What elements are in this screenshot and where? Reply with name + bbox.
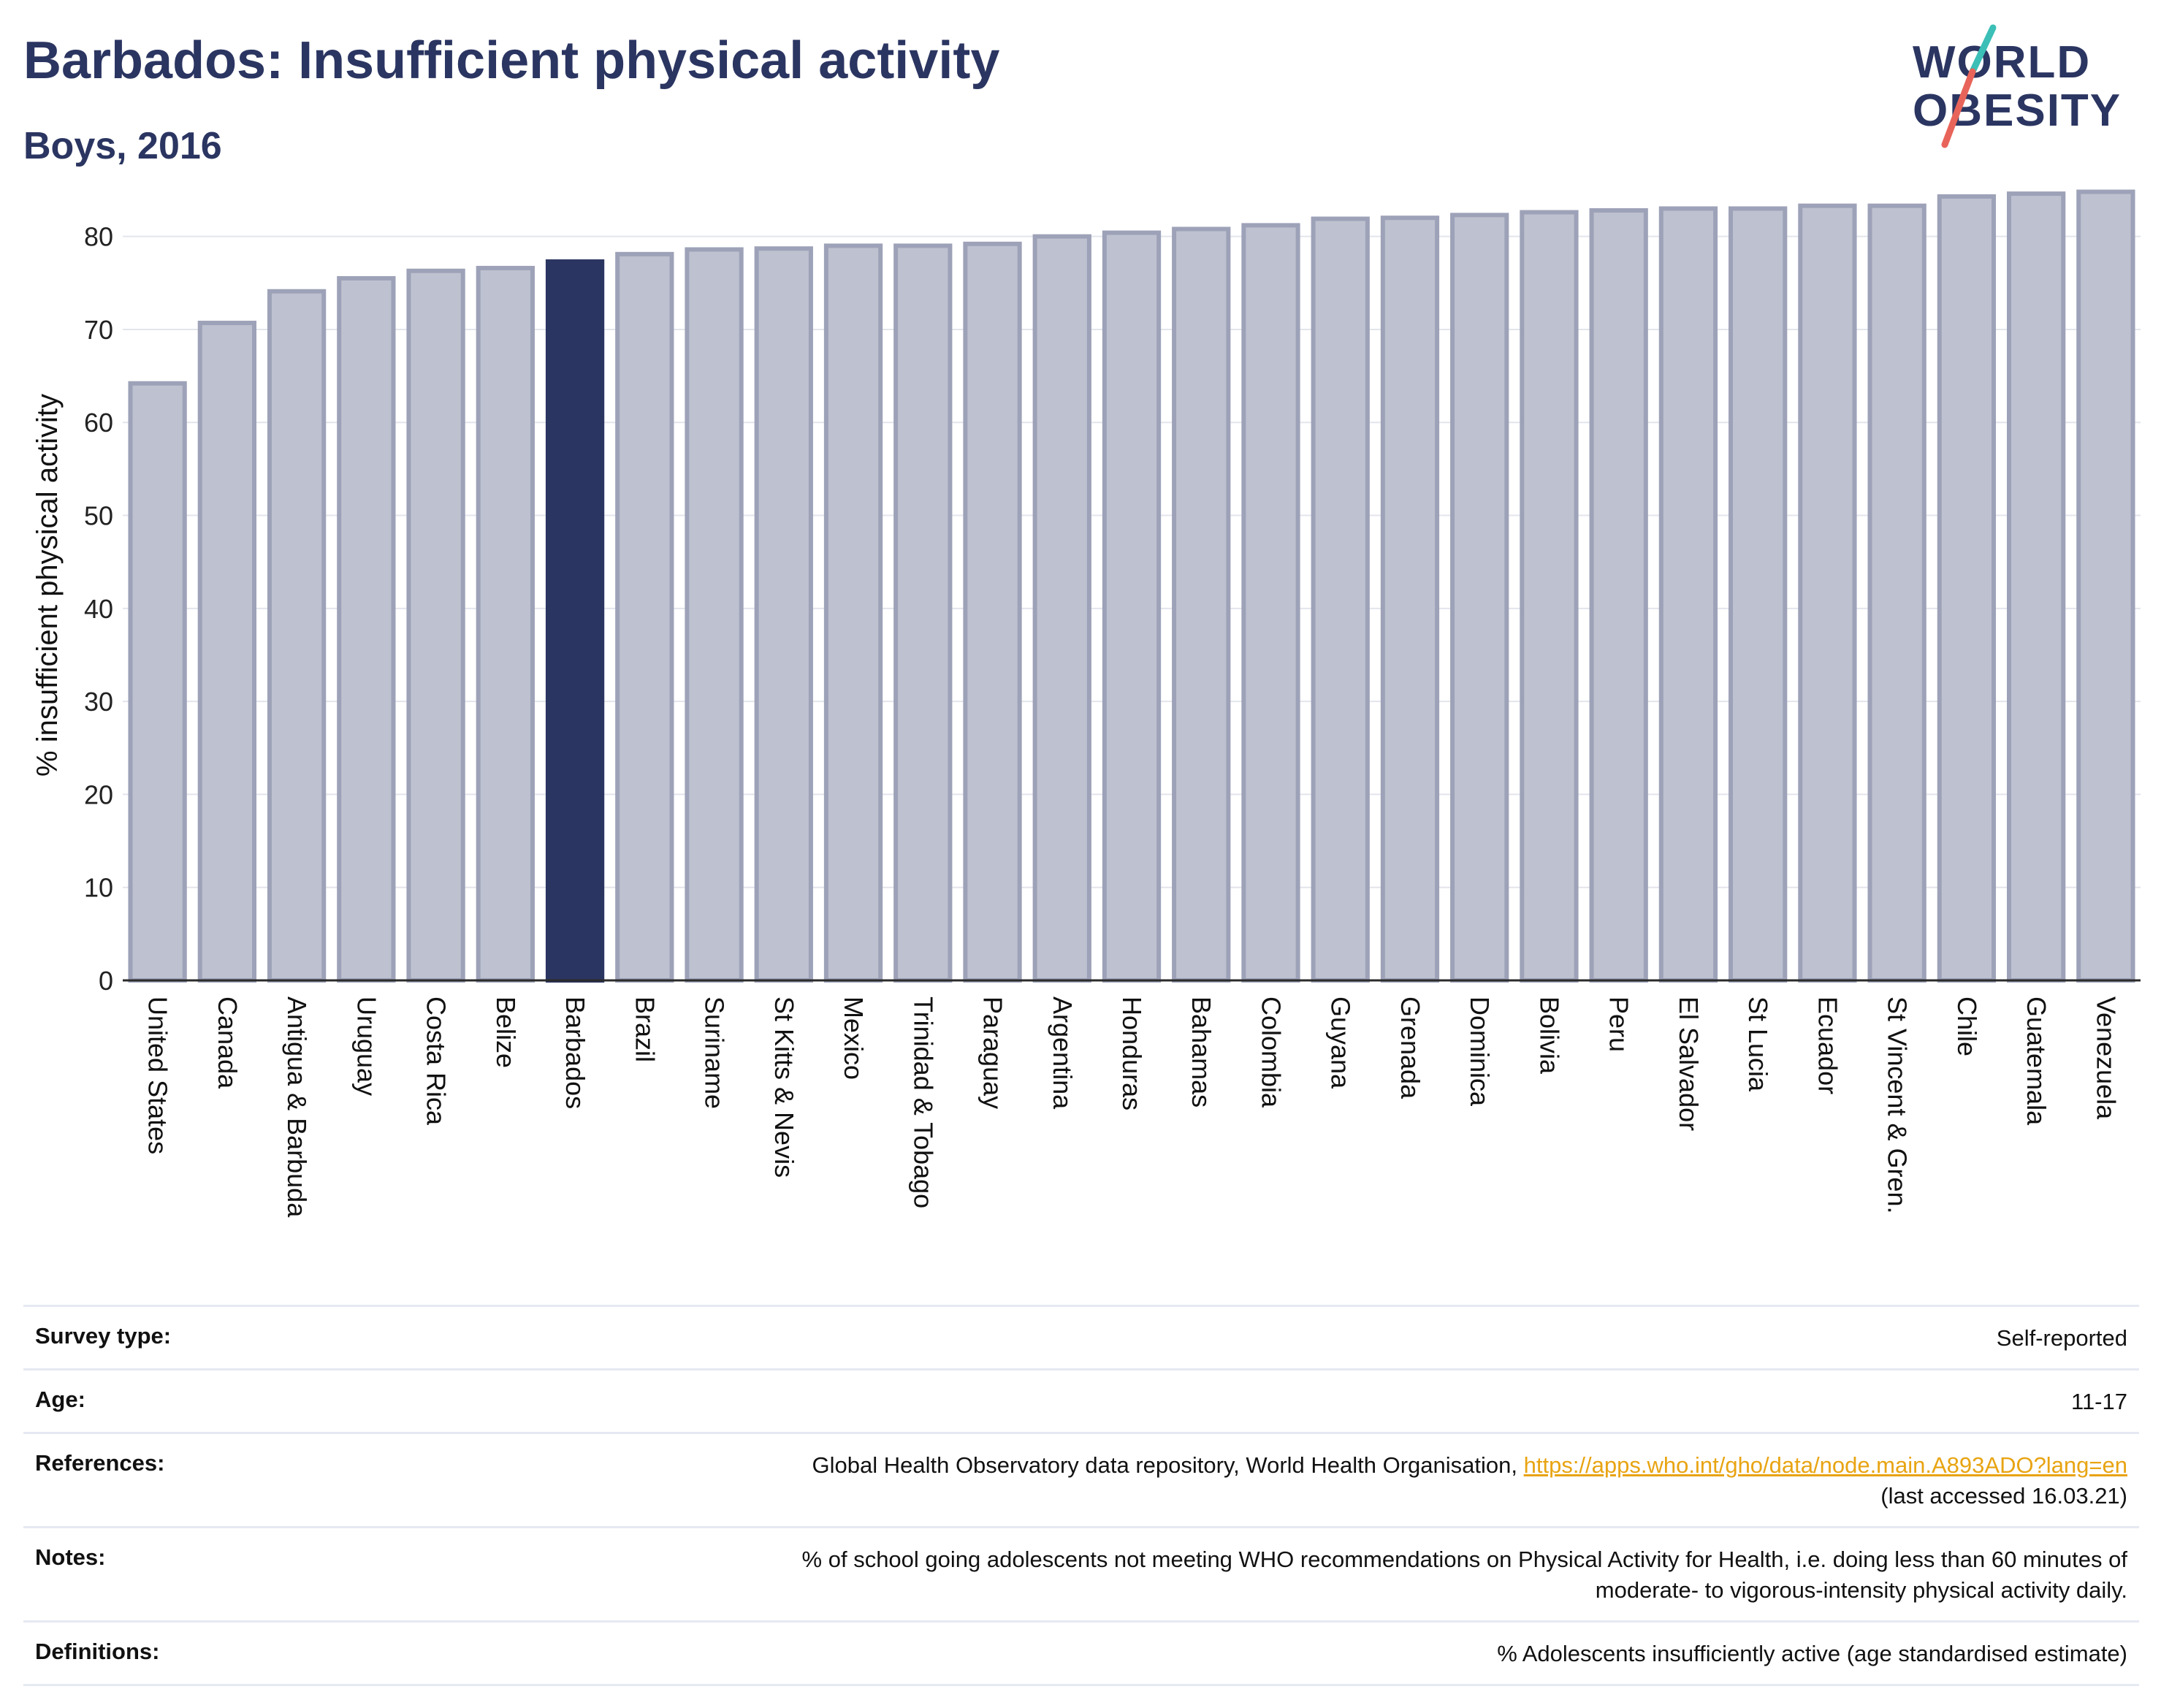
- y-tick-label: 60: [84, 408, 113, 438]
- bar: [197, 321, 257, 983]
- x-tick-label: Colombia: [1256, 996, 1286, 1108]
- bar: [1658, 206, 1718, 983]
- age-value: 11-17: [2071, 1389, 2127, 1414]
- x-tick-label: Canada: [213, 996, 243, 1089]
- bar: [1380, 216, 1440, 983]
- notes-line-2: moderate- to vigorous-intensity physical…: [1595, 1577, 2127, 1603]
- x-tick-label: Suriname: [700, 996, 730, 1109]
- logo-slash-icon: [1941, 24, 1997, 148]
- page-title: Barbados: Insufficient physical activity: [23, 31, 1000, 90]
- references-value: Global Health Observatory data repositor…: [812, 1450, 2128, 1511]
- notes-value: % of school going adolescents not meetin…: [802, 1544, 2127, 1606]
- bar: [1311, 216, 1370, 983]
- x-tick-label: Brazil: [630, 996, 660, 1062]
- bar: [1520, 210, 1579, 983]
- x-tick-label: Guyana: [1326, 996, 1356, 1089]
- x-tick-label: Peru: [1604, 996, 1634, 1052]
- x-tick-label: Dominica: [1465, 996, 1495, 1107]
- x-tick-label: Trinidad & Tobago: [908, 996, 938, 1208]
- x-tick-label: Argentina: [1048, 996, 1078, 1110]
- x-tick-label: Venezuela: [2091, 996, 2121, 1120]
- x-tick-label: Barbados: [560, 996, 590, 1109]
- bar: [754, 246, 813, 983]
- notes-label: Notes:: [35, 1544, 106, 1570]
- bar: [963, 241, 1022, 983]
- references-accessed: (last accessed 16.03.21): [1880, 1483, 2127, 1509]
- x-tick-label: Honduras: [1117, 996, 1147, 1110]
- notes-line-1: % of school going adolescents not meetin…: [801, 1547, 2127, 1572]
- survey-type-label: Survey type:: [35, 1323, 172, 1349]
- bar: [1450, 213, 1509, 983]
- bar: [615, 251, 674, 983]
- definitions-label: Definitions:: [35, 1639, 160, 1664]
- info-table: Survey type: Self-reported Age: 11-17 Re…: [23, 1305, 2139, 1686]
- info-row-survey-type: Survey type: Self-reported: [23, 1305, 2139, 1368]
- bar: [476, 265, 535, 983]
- logo-line-1: WORLD: [1913, 37, 2092, 88]
- bar: [1102, 230, 1162, 983]
- bar: [893, 243, 953, 983]
- y-tick-label: 10: [84, 873, 113, 903]
- age-label: Age:: [35, 1387, 85, 1412]
- x-tick-label: St Lucia: [1743, 996, 1773, 1092]
- x-tick-label: St Vincent & Gren.: [1883, 996, 1913, 1214]
- info-row-definitions: Definitions: % Adolescents insufficientl…: [23, 1620, 2139, 1686]
- info-row-age: Age: 11-17: [23, 1368, 2139, 1432]
- x-tick-label: Costa Rica: [422, 996, 451, 1126]
- info-row-references: References: Global Health Observatory da…: [23, 1432, 2139, 1526]
- x-tick-label: Ecuador: [1813, 996, 1842, 1094]
- x-tick-label: Bolivia: [1534, 996, 1564, 1075]
- references-link[interactable]: https://apps.who.int/gho/data/node.main.…: [1523, 1452, 2127, 1478]
- y-axis-label: % insufficient physical activity: [31, 394, 64, 777]
- page-subtitle: Boys, 2016: [23, 125, 222, 167]
- references-label: References:: [35, 1450, 165, 1476]
- bar: [337, 275, 396, 983]
- y-tick-label: 30: [84, 687, 113, 717]
- bar: [406, 268, 465, 983]
- bar: [267, 289, 327, 983]
- y-tick-label: 20: [84, 779, 113, 809]
- y-tick-label: 50: [84, 501, 113, 531]
- x-tick-label: United States: [143, 996, 173, 1154]
- x-tick-label: Chile: [1952, 996, 1982, 1056]
- bar: [685, 247, 744, 983]
- bar: [1032, 234, 1091, 983]
- bar: [823, 243, 883, 983]
- x-tick-label: St Kitts & Nevis: [769, 996, 799, 1178]
- y-tick-label: 40: [84, 594, 113, 624]
- bar: [1589, 208, 1648, 983]
- bar: [128, 381, 187, 983]
- bar: [1729, 206, 1788, 983]
- x-tick-label: Antigua & Barbuda: [282, 996, 312, 1218]
- definitions-value: % Adolescents insufficiently active (age…: [1497, 1641, 2127, 1666]
- x-tick-label: Paraguay: [978, 996, 1008, 1109]
- world-obesity-logo: WORLD OBESITY: [1899, 20, 2148, 167]
- bar: [2006, 191, 2066, 983]
- y-tick-label: 80: [84, 222, 113, 252]
- survey-type-value: Self-reported: [1996, 1325, 2127, 1351]
- bar: [1172, 226, 1231, 983]
- y-tick-label: 70: [84, 315, 113, 345]
- bar: [1867, 203, 1926, 983]
- bar: [1241, 223, 1300, 983]
- x-tick-label: El Salvador: [1674, 996, 1704, 1131]
- logo-line-2: OBESITY: [1913, 85, 2122, 136]
- x-tick-label: Mexico: [839, 996, 869, 1080]
- info-row-notes: Notes: % of school going adolescents not…: [23, 1526, 2139, 1620]
- x-tick-label: Bahamas: [1186, 996, 1216, 1107]
- x-tick-label: Grenada: [1395, 996, 1425, 1099]
- y-tick-label: 0: [99, 966, 113, 996]
- x-tick-label: Guatemala: [2021, 996, 2051, 1126]
- x-tick-label: Belize: [491, 996, 521, 1068]
- bar: [1937, 194, 1997, 983]
- bar: [545, 259, 605, 983]
- references-text: Global Health Observatory data repositor…: [812, 1452, 1517, 1478]
- bar: [2076, 189, 2135, 983]
- x-tick-label: Uruguay: [351, 996, 381, 1096]
- bar-chart: 0 10 20 30 40 50 60 70 80 % insufficient physical…: [31, 189, 2141, 1218]
- bar: [1798, 203, 1857, 983]
